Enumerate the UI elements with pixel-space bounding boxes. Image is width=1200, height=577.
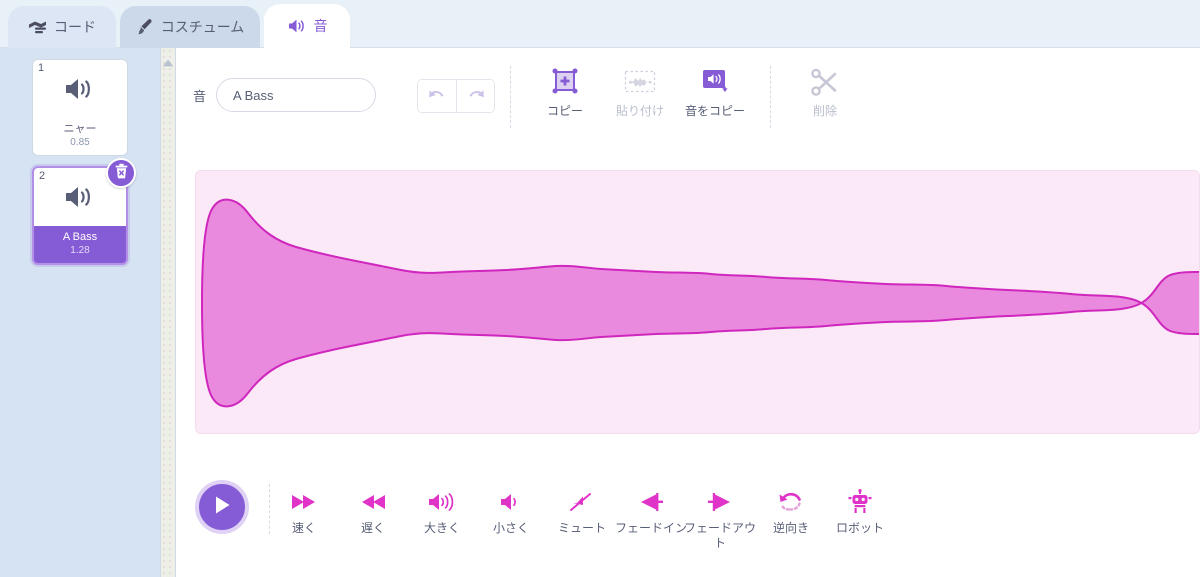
waveform-svg (201, 198, 1199, 408)
tab-costumes-label: コスチューム (160, 19, 245, 35)
sound-name-label: 音 (193, 88, 207, 104)
effect-faster[interactable]: 速く (267, 486, 341, 536)
sidebar-scrollbar[interactable] (160, 48, 176, 577)
waveform-display[interactable] (195, 170, 1200, 434)
copy-to-new-label: 音をコピー (684, 104, 745, 118)
effect-robot[interactable]: ロボット (823, 486, 897, 536)
effect-faster-label: 速く (291, 521, 316, 535)
copy-to-new-icon (698, 64, 732, 98)
faster-icon (289, 486, 319, 518)
scissors-icon (810, 64, 840, 98)
sound-name: A Bass (62, 231, 98, 243)
sound-editor-pane: 音 (177, 48, 1200, 577)
copy-label: コピー (546, 104, 583, 118)
fade-out-icon (704, 486, 736, 518)
sound-sidebar: 1 ニャー 0.85 2 (0, 48, 160, 577)
tab-costumes[interactable]: コスチューム (120, 6, 260, 48)
tab-code[interactable]: コード (8, 6, 116, 48)
effect-fade-in[interactable]: フェードイン (614, 486, 688, 536)
speaker-icon (287, 18, 307, 34)
effect-fade-in-label: フェードイン (614, 521, 687, 535)
effect-robot-label: ロボット (835, 521, 884, 535)
play-icon (211, 493, 233, 522)
sound-duration: 1.28 (70, 245, 90, 256)
paste-label: 貼り付け (615, 104, 664, 118)
softer-icon (498, 486, 524, 518)
speaker-icon (66, 187, 90, 207)
copy-to-new-button[interactable]: 音をコピー (672, 64, 758, 119)
copy-button[interactable]: コピー (522, 64, 608, 119)
sound-duration: 0.85 (70, 137, 90, 148)
mute-icon (568, 486, 596, 518)
effect-fade-out[interactable]: フェードアウト (683, 486, 757, 551)
reverse-icon (777, 486, 805, 518)
effect-reverse-label: 逆向き (772, 521, 809, 535)
toolbar-divider (770, 66, 771, 128)
delete-button[interactable]: 削除 (782, 64, 868, 119)
copy-icon (548, 64, 582, 98)
undo-redo-group (417, 79, 495, 113)
effect-softer[interactable]: 小さく (474, 486, 548, 536)
fade-in-icon (635, 486, 667, 518)
effect-reverse[interactable]: 逆向き (754, 486, 828, 536)
effect-fade-out-label: フェードアウト (683, 521, 756, 550)
speaker-icon (66, 79, 90, 99)
effect-mute[interactable]: ミュート (545, 486, 619, 536)
redo-icon (466, 86, 486, 107)
tab-bar: コード コスチューム 音 (0, 0, 1200, 48)
tab-sounds-label: 音 (313, 18, 328, 34)
list-item[interactable]: 2 (32, 158, 136, 265)
sound-list: 1 ニャー 0.85 2 (0, 48, 160, 265)
slower-icon (358, 486, 388, 518)
sound-index: 1 (38, 62, 45, 74)
louder-icon (426, 486, 458, 518)
redo-button[interactable] (456, 80, 494, 112)
toolbar-divider (510, 66, 511, 128)
play-button[interactable] (195, 480, 249, 534)
effect-softer-label: 小さく (492, 521, 529, 535)
code-icon (28, 20, 47, 35)
scroll-up-arrow-icon[interactable] (162, 54, 174, 72)
tab-sounds[interactable]: 音 (264, 4, 350, 48)
effect-louder-label: 大きく (423, 521, 460, 535)
sound-meta: A Bass 1.28 (34, 226, 126, 263)
trash-icon (114, 163, 129, 184)
effect-slower[interactable]: 遅く (336, 486, 410, 536)
list-item[interactable]: 1 ニャー 0.85 (32, 59, 128, 156)
effects-divider (269, 484, 270, 534)
effect-mute-label: ミュート (557, 521, 606, 535)
sound-name-input[interactable] (216, 78, 377, 112)
effect-slower-label: 遅く (360, 521, 385, 535)
sound-name-row: 音 (193, 78, 377, 112)
editor-toolbar: 音 (177, 48, 1200, 148)
paintbrush-icon (136, 18, 154, 36)
sound-thumbnail (33, 60, 127, 118)
paste-icon (622, 64, 658, 98)
undo-button[interactable] (418, 80, 456, 112)
delete-sound-button[interactable] (106, 158, 136, 188)
delete-label: 削除 (812, 104, 837, 118)
paste-button[interactable]: 貼り付け (597, 64, 683, 119)
sound-meta: ニャー 0.85 (33, 118, 127, 155)
tab-code-label: コード (54, 19, 96, 35)
robot-icon (847, 486, 873, 518)
effects-bar: 速く 遅く (177, 460, 1200, 577)
effect-louder[interactable]: 大きく (405, 486, 479, 536)
sound-name: ニャー (63, 123, 97, 135)
undo-icon (427, 86, 447, 107)
sound-index: 2 (39, 170, 46, 182)
